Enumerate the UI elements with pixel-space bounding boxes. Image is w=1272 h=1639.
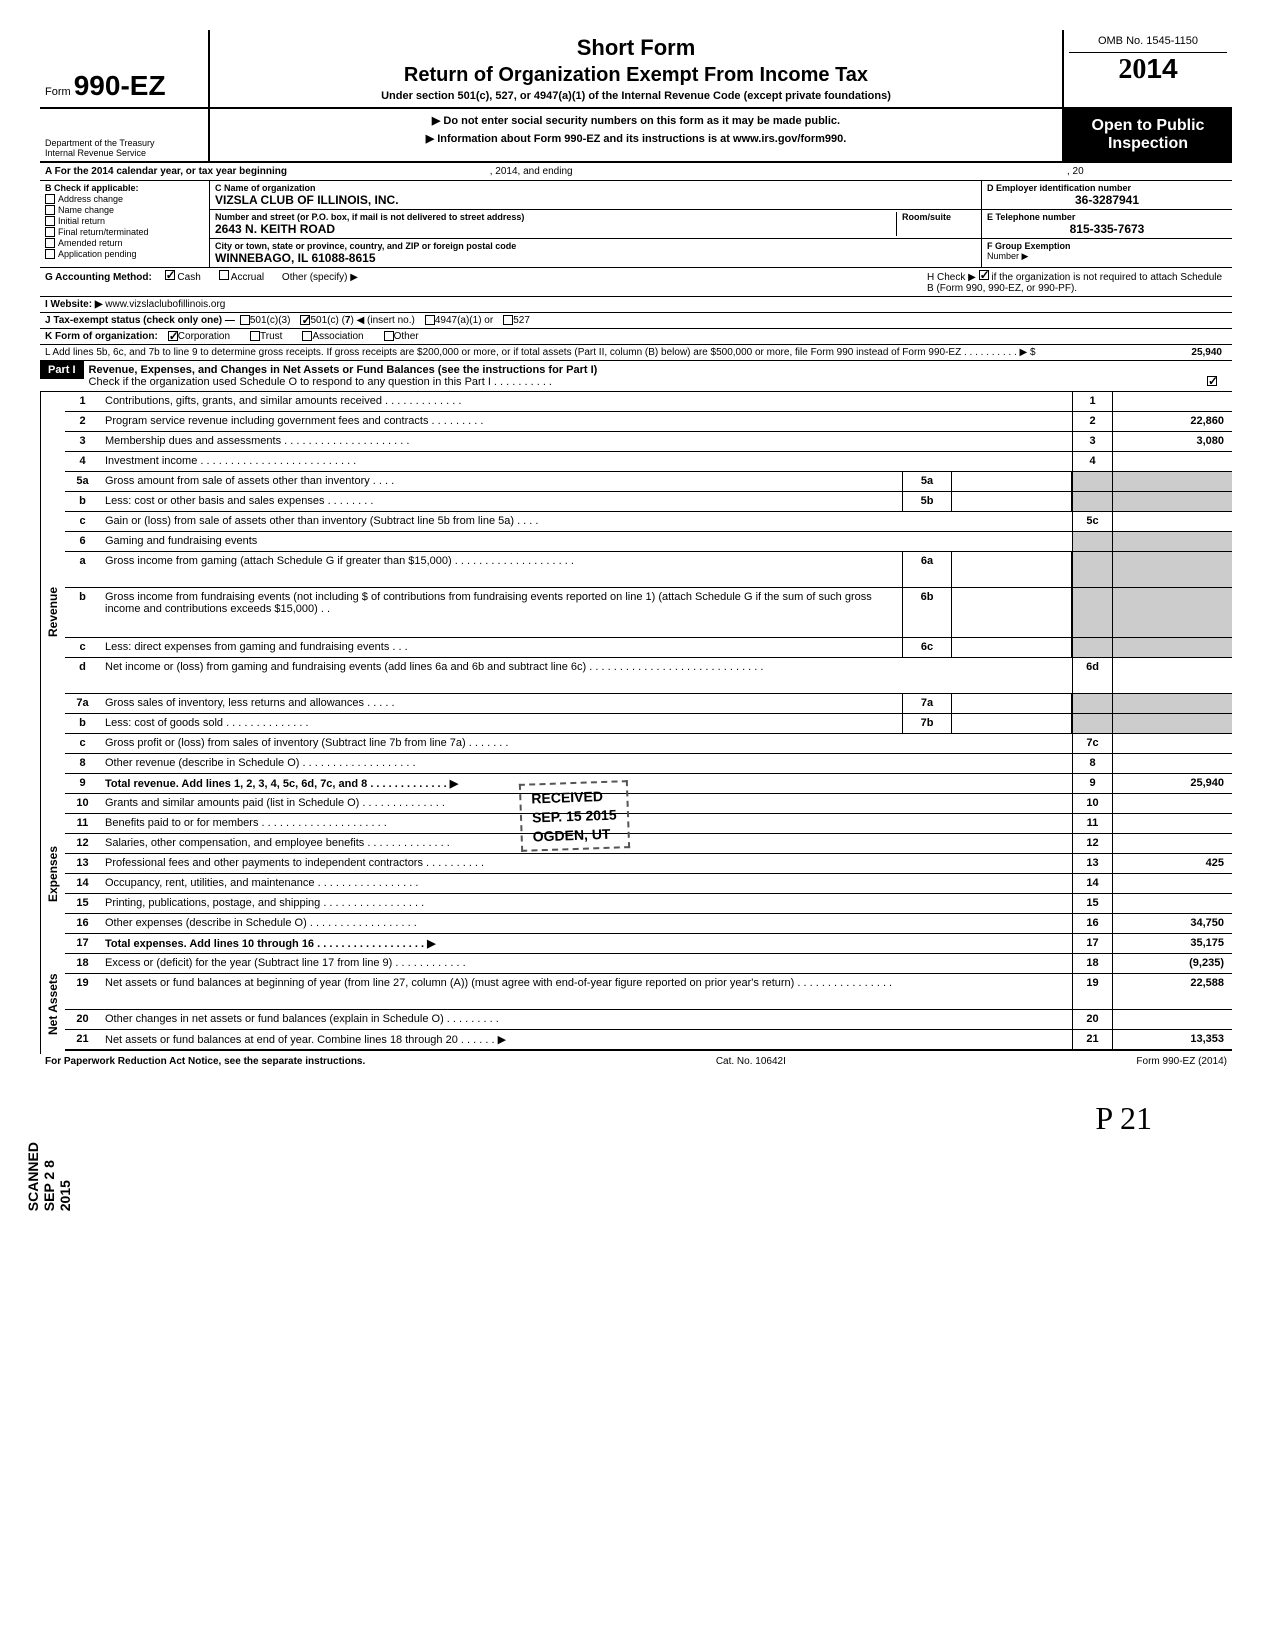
org-name: VIZSLA CLUB OF ILLINOIS, INC. xyxy=(215,193,976,207)
city: WINNEBAGO, IL 61088-8615 xyxy=(215,251,976,265)
omb-cell: OMB No. 1545-1150 20201414 xyxy=(1062,30,1232,107)
checkbox-other[interactable] xyxy=(384,331,394,341)
section-a-text: A For the 2014 calendar year, or tax yea… xyxy=(40,163,1062,180)
form-ref: Form 990-EZ (2014) xyxy=(1136,1056,1227,1067)
info-block: B Check if applicable: Address change Na… xyxy=(40,181,1232,268)
checkbox-assoc[interactable] xyxy=(302,331,312,341)
checkbox-501c3[interactable] xyxy=(240,315,250,325)
subtitle: Under section 501(c), 527, or 4947(a)(1)… xyxy=(220,90,1052,102)
room-label: Room/suite xyxy=(902,212,976,222)
ein: 36-3287941 xyxy=(987,193,1227,207)
b-label: B Check if applicable: xyxy=(45,183,204,193)
dept-treasury: Department of the Treasury xyxy=(45,138,203,148)
checkbox-527[interactable] xyxy=(503,315,513,325)
row-h: H Check ▶ if the organization is not req… xyxy=(927,270,1227,294)
warning-text: ▶ Do not enter social security numbers o… xyxy=(215,114,1057,127)
checkbox-initial-return[interactable] xyxy=(45,216,55,226)
year: 20201414 xyxy=(1069,53,1227,86)
part1-label: Part I xyxy=(40,361,84,379)
row-l: L Add lines 5b, 6c, and 7b to line 9 to … xyxy=(40,345,1232,361)
address: 2643 N. KEITH ROAD xyxy=(215,222,896,236)
checkbox-accrual[interactable] xyxy=(219,270,229,280)
phone: 815-335-7673 xyxy=(987,222,1227,236)
scanned-stamp: SCANNED SEP 2 8 2015 xyxy=(25,1142,73,1211)
signature: P 21 xyxy=(40,1100,1232,1137)
short-form-title: Short Form xyxy=(220,35,1052,61)
form-prefix: Form xyxy=(45,86,71,98)
form-number-cell: Form 990-EZ xyxy=(40,30,210,107)
omb-number: OMB No. 1545-1150 xyxy=(1069,35,1227,53)
header-row: Form 990-EZ Short Form Return of Organiz… xyxy=(40,30,1232,109)
part1-check-text: Check if the organization used Schedule … xyxy=(89,376,552,388)
paperwork-notice: For Paperwork Reduction Act Notice, see … xyxy=(45,1056,365,1067)
row-j: J Tax-exempt status (check only one) — 5… xyxy=(40,313,1232,329)
checkbox-corp[interactable] xyxy=(168,331,178,341)
c-label: C Name of organization xyxy=(215,183,976,193)
revenue-label: Revenue xyxy=(40,392,65,832)
d-label: D Employer identification number xyxy=(987,183,1227,193)
section-def: D Employer identification number 36-3287… xyxy=(982,181,1232,267)
main-title: Return of Organization Exempt From Incom… xyxy=(220,64,1052,87)
header-row-2: Department of the Treasury Internal Reve… xyxy=(40,109,1232,163)
instructions-cell: ▶ Do not enter social security numbers o… xyxy=(210,109,1062,161)
checkbox-pending[interactable] xyxy=(45,249,55,259)
footer: For Paperwork Reduction Act Notice, see … xyxy=(40,1053,1232,1070)
section-c: C Name of organization VIZSLA CLUB OF IL… xyxy=(210,181,982,267)
form-990ez-container: Form 990-EZ Short Form Return of Organiz… xyxy=(40,30,1232,1137)
addr-label: Number and street (or P.O. box, if mail … xyxy=(215,212,896,222)
part1-header: Part I Revenue, Expenses, and Changes in… xyxy=(40,361,1232,392)
net-assets-label: Net Assets xyxy=(40,954,65,1054)
cat-no: Cat. No. 10642I xyxy=(716,1056,786,1067)
section-a-right: , 20 xyxy=(1062,163,1232,180)
row-k: K Form of organization: Corporation Trus… xyxy=(40,329,1232,345)
row-g: G Accounting Method: Cash Accrual Other … xyxy=(40,268,1232,297)
received-stamp: RECEIVED SEP. 15 2015 OGDEN, UT xyxy=(519,780,630,852)
section-b: B Check if applicable: Address change Na… xyxy=(40,181,210,267)
gross-receipts: 25,940 xyxy=(1191,347,1222,358)
row-i: I Website: ▶ www.vizslaclubofillinois.or… xyxy=(40,297,1232,313)
checkbox-501c[interactable] xyxy=(300,315,310,325)
lines-table: SCANNED SEP 2 8 2015 Revenue 1Contributi… xyxy=(40,392,1232,1051)
checkbox-name-change[interactable] xyxy=(45,205,55,215)
title-cell: Short Form Return of Organization Exempt… xyxy=(210,30,1062,107)
f-label: F Group Exemption xyxy=(987,241,1071,251)
checkbox-final-return[interactable] xyxy=(45,227,55,237)
form-number: 990-EZ xyxy=(74,70,166,101)
section-a: A For the 2014 calendar year, or tax yea… xyxy=(40,163,1232,181)
e-label: E Telephone number xyxy=(987,212,1227,222)
city-label: City or town, state or province, country… xyxy=(215,241,976,251)
f-number: Number ▶ xyxy=(987,251,1028,261)
dept-cell: Department of the Treasury Internal Reve… xyxy=(40,109,210,161)
checkbox-amended[interactable] xyxy=(45,238,55,248)
open-public: Open to Public Inspection xyxy=(1062,109,1232,161)
checkbox-h[interactable] xyxy=(979,270,989,280)
checkbox-address-change[interactable] xyxy=(45,194,55,204)
checkbox-4947[interactable] xyxy=(425,315,435,325)
info-link: ▶ Information about Form 990-EZ and its … xyxy=(215,132,1057,145)
website: www.vizslaclubofillinois.org xyxy=(105,299,225,310)
checkbox-schedule-o[interactable] xyxy=(1207,376,1217,386)
part1-title: Revenue, Expenses, and Changes in Net As… xyxy=(89,364,598,376)
irs: Internal Revenue Service xyxy=(45,148,203,158)
checkbox-cash[interactable] xyxy=(165,270,175,280)
checkbox-trust[interactable] xyxy=(250,331,260,341)
expenses-label: Expenses xyxy=(40,794,65,954)
